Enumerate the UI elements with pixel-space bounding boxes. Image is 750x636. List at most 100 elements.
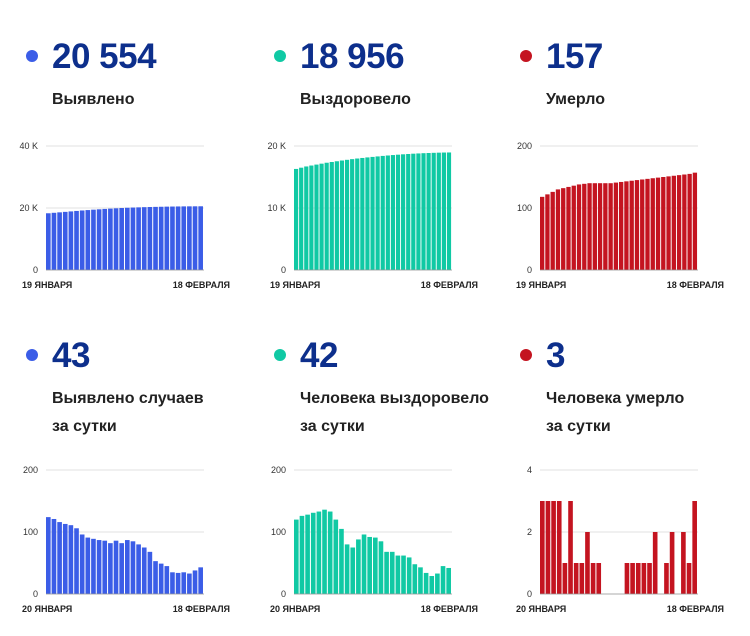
y-tick-label: 40 K [19, 141, 38, 151]
bar [401, 154, 406, 270]
x-start-label: 20 ЯНВАРЯ [22, 604, 72, 614]
recovered-daily-chart: 0 100 200 20 ЯНВАРЯ 18 ФЕВРАЛЯ [270, 465, 478, 614]
y-tick-label: 20 K [267, 141, 286, 151]
bar [170, 206, 175, 270]
bar [136, 207, 141, 270]
recovered-daily-label: Человека выздоровело за сутки [300, 385, 489, 441]
label-line: за сутки [300, 418, 365, 435]
bar [198, 206, 203, 270]
bar [566, 186, 571, 270]
bar [446, 567, 451, 594]
bar [350, 159, 355, 270]
x-start-label: 20 ЯНВАРЯ [270, 604, 320, 614]
bar [579, 563, 585, 594]
bar [119, 543, 124, 594]
red-dot-icon [520, 50, 532, 62]
recovered-total-value: 18 956 [300, 37, 405, 76]
bar [592, 183, 597, 270]
bar [652, 532, 658, 594]
bar [676, 175, 682, 270]
label-line: Выявлено [52, 91, 135, 108]
bar [175, 206, 181, 270]
bar [666, 176, 671, 270]
bar [441, 152, 446, 270]
y-tick-label: 20 K [19, 203, 38, 213]
x-start-label: 19 ЯНВАРЯ [270, 280, 320, 290]
bar [334, 161, 339, 270]
bar [305, 514, 310, 594]
label-line: Выздоровело [300, 91, 411, 108]
bar [355, 158, 360, 270]
bar [613, 182, 619, 270]
bar [192, 570, 198, 594]
bar [426, 153, 431, 270]
bar [314, 164, 319, 270]
bar [411, 153, 416, 270]
bar [406, 557, 412, 594]
bar [181, 206, 187, 270]
bar [147, 551, 153, 594]
bar [568, 501, 573, 594]
bar [650, 178, 655, 270]
bar [108, 208, 113, 270]
bar [339, 528, 344, 594]
bar [187, 206, 192, 270]
y-tick-label: 200 [23, 465, 38, 475]
bar [113, 208, 119, 270]
bar [130, 207, 136, 270]
bar [436, 152, 441, 270]
bar [361, 534, 367, 594]
bar [96, 209, 102, 270]
bar [51, 518, 57, 594]
bar [153, 561, 158, 594]
bar [344, 159, 350, 270]
bar [102, 540, 108, 594]
bar [412, 564, 418, 594]
bar [74, 210, 79, 270]
bar [390, 155, 396, 270]
y-tick-label: 200 [271, 465, 286, 475]
bar [587, 183, 592, 270]
x-start-label: 20 ЯНВАРЯ [516, 604, 566, 614]
bar [692, 172, 698, 270]
bar [378, 541, 384, 594]
y-tick-label: 0 [527, 589, 532, 599]
x-end-label: 18 ФЕВРАЛЯ [421, 280, 478, 290]
bar [423, 572, 429, 594]
bar [141, 207, 147, 270]
y-tick-label: 0 [33, 265, 38, 275]
deaths-total-label: Умерло [546, 86, 605, 114]
x-start-label: 19 ЯНВАРЯ [516, 280, 566, 290]
identified-total-value: 20 554 [52, 37, 157, 76]
bar [356, 539, 361, 594]
bar [68, 525, 74, 594]
bar [380, 155, 385, 270]
bar [389, 551, 395, 594]
bar [175, 572, 181, 594]
identified-daily-label: Выявлено случаев за сутки [52, 385, 204, 441]
y-tick-label: 2 [527, 527, 532, 537]
y-tick-label: 0 [281, 265, 286, 275]
identified-daily-value: 43 [52, 336, 90, 375]
bar [91, 209, 96, 270]
bar [641, 563, 647, 594]
bar [333, 519, 339, 594]
bar [46, 213, 51, 270]
recovered-daily-value: 42 [300, 336, 338, 375]
y-tick-label: 0 [281, 589, 286, 599]
deaths-total-chart: 0 100 200 19 ЯНВАРЯ 18 ФЕВРАЛЯ [516, 141, 724, 290]
bar [125, 207, 130, 270]
identified-total-chart: 0 20 K 40 K 19 ЯНВАРЯ 18 ФЕВРАЛЯ [19, 141, 230, 290]
bar [418, 567, 423, 594]
bar [576, 184, 582, 270]
bar [669, 532, 675, 594]
bar [304, 166, 309, 270]
bar [91, 538, 96, 594]
bar [164, 566, 170, 594]
identified-daily-chart: 0 100 200 20 ЯНВАРЯ 18 ФЕВРАЛЯ [22, 465, 230, 614]
bar [545, 501, 551, 594]
bar [384, 551, 389, 594]
deaths-daily-value: 3 [546, 336, 565, 375]
bar [327, 511, 333, 594]
x-end-label: 18 ФЕВРАЛЯ [173, 604, 230, 614]
